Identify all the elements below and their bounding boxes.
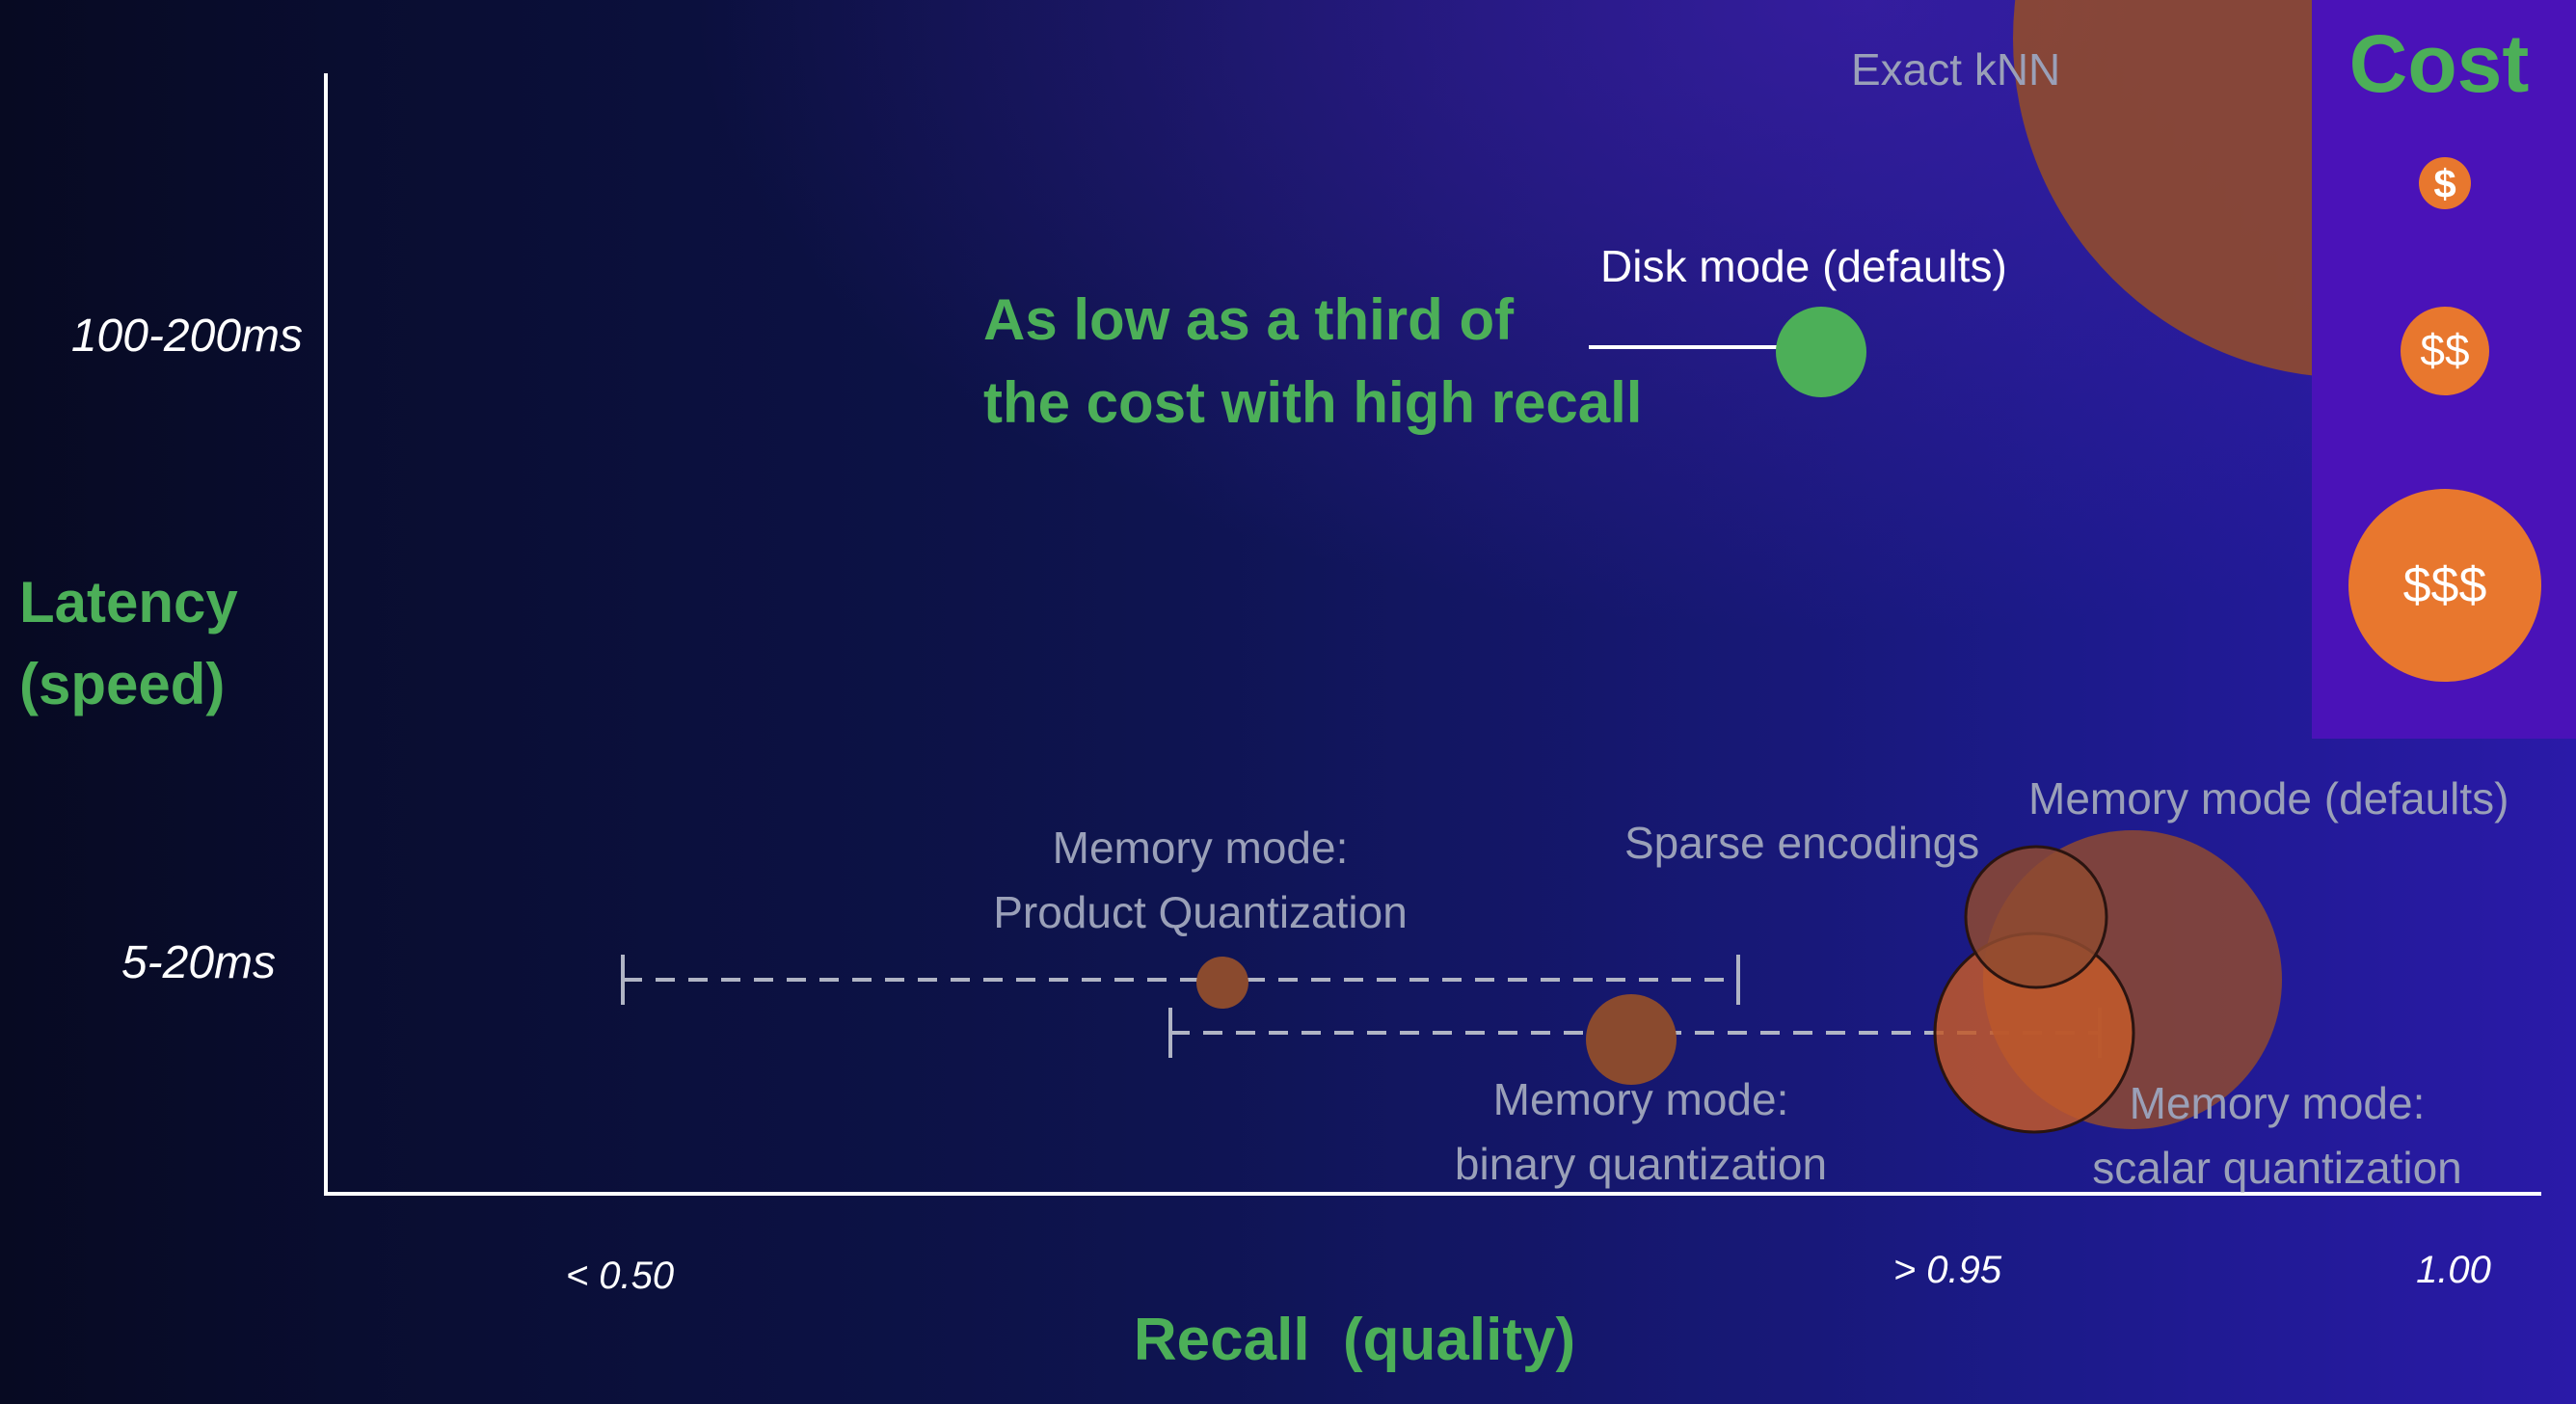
cost-legend-label-small: $ bbox=[2433, 161, 2455, 206]
y-axis-title-line1: Latency bbox=[19, 570, 238, 634]
label-pq-line1: Memory mode: bbox=[1053, 823, 1349, 873]
x-axis-title: Recall (quality) bbox=[1134, 1307, 1575, 1373]
annotation-line1: As low as a third of bbox=[983, 287, 1515, 352]
y-tick-label-high: 100-200ms bbox=[71, 310, 303, 362]
cost-legend-bubble-small bbox=[2419, 157, 2471, 209]
label-memory-mode-defaults: Memory mode (defaults) bbox=[2028, 773, 2509, 824]
bubble-product-quantization bbox=[1196, 957, 1248, 1009]
cost-legend-label-medium: $$ bbox=[2420, 325, 2469, 375]
annotation-line2: the cost with high recall bbox=[983, 370, 1642, 435]
bubble-disk-mode bbox=[1776, 307, 1866, 397]
label-sparse-encodings: Sparse encodings bbox=[1624, 818, 1979, 868]
cost-legend-bubble-large bbox=[2348, 489, 2541, 682]
y-axis-title-line2: (speed) bbox=[19, 652, 225, 716]
cost-legend-title: Cost bbox=[2349, 18, 2530, 109]
cost-legend-bubble-medium bbox=[2401, 307, 2489, 395]
x-tick-label-mid: > 0.95 bbox=[1893, 1249, 2002, 1291]
label-disk-mode: Disk mode (defaults) bbox=[1600, 241, 2007, 291]
y-tick-label-low: 5-20ms bbox=[121, 937, 276, 988]
bubble-sparse-encodings bbox=[1964, 845, 2108, 989]
label-pq-line2: Product Quantization bbox=[993, 887, 1408, 937]
label-exact-knn: Exact kNN bbox=[1851, 44, 2060, 94]
x-tick-label-high: 1.00 bbox=[2416, 1249, 2491, 1291]
label-scalar-line2: scalar quantization bbox=[2092, 1143, 2462, 1193]
label-binary-line1: Memory mode: bbox=[1493, 1074, 1789, 1124]
label-scalar-line1: Memory mode: bbox=[2130, 1078, 2426, 1128]
x-tick-label-low: < 0.50 bbox=[566, 1255, 674, 1297]
cost-legend-label-large: $$$ bbox=[2403, 557, 2487, 613]
label-binary-line2: binary quantization bbox=[1455, 1139, 1827, 1189]
bubble-binary-quantization bbox=[1586, 994, 1677, 1085]
